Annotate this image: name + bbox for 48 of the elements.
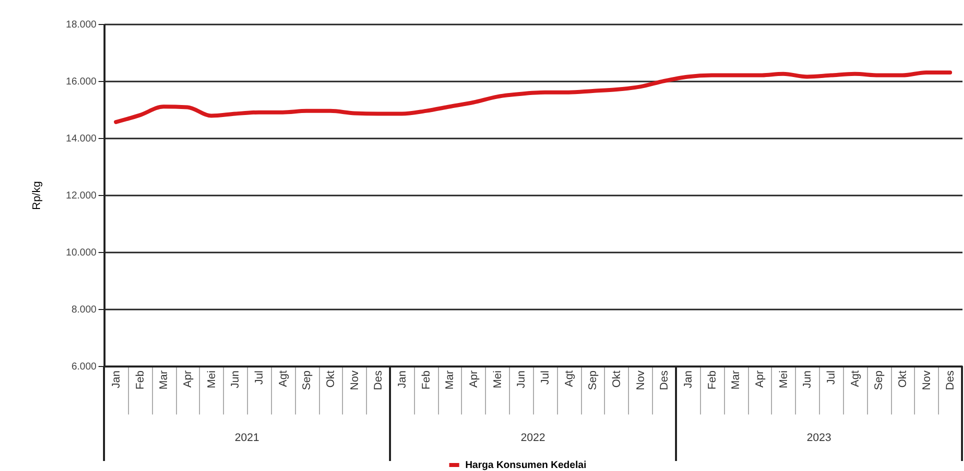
- x-tick-label: Okt: [324, 370, 337, 388]
- x-tick-label: Apr: [754, 370, 766, 388]
- x-tick-label: Sep: [301, 370, 314, 390]
- x-tick-label: Jan: [396, 370, 408, 388]
- x-tick-label: Okt: [610, 370, 623, 388]
- y-tick-label: 12.000: [66, 190, 97, 202]
- y-tick-label: 8.000: [71, 304, 97, 316]
- legend-label: Harga Konsumen Kedelai: [465, 460, 587, 471]
- x-tick-label: Mar: [730, 370, 742, 390]
- x-tick-label: Apr: [468, 370, 480, 388]
- x-tick-label: Jul: [253, 370, 266, 385]
- text: 2023: [806, 432, 832, 444]
- x-tick-label: Feb: [706, 370, 718, 390]
- y-tick-label: 14.000: [66, 134, 97, 144]
- x-tick-label: Jun: [230, 370, 242, 388]
- x-tick-label: Sep: [873, 370, 886, 390]
- x-tick-label: Jun: [516, 370, 528, 388]
- y-tick-label: 16.000: [66, 76, 97, 88]
- x-tick-label: Mei: [492, 370, 504, 388]
- x-tick-label: Jan: [110, 370, 122, 388]
- x-tick-label: Agt: [563, 370, 576, 388]
- x-tick-label: Jun: [802, 370, 814, 388]
- x-tick-label: Feb: [420, 370, 432, 390]
- text: 2022: [520, 432, 546, 444]
- y-tick-label: 10.000: [66, 248, 97, 258]
- x-tick-label: Des: [944, 370, 957, 390]
- x-tick-label: Agt: [277, 370, 290, 388]
- x-tick-label: Sep: [587, 370, 600, 390]
- x-tick-label: Apr: [182, 370, 194, 388]
- x-tick-label: Des: [372, 370, 385, 390]
- x-tick-label: Jan: [682, 370, 694, 388]
- text: 2021: [234, 432, 260, 444]
- x-tick-label: Nov: [920, 370, 933, 390]
- x-tick-label: Nov: [348, 370, 361, 390]
- y-tick-label: 18.000: [66, 20, 97, 30]
- x-tick-label: Jul: [539, 370, 552, 385]
- x-tick-label: Mar: [158, 370, 170, 390]
- x-tick-label: Okt: [896, 370, 909, 388]
- x-tick-label: Mar: [444, 370, 456, 390]
- x-tick-label: Nov: [634, 370, 647, 390]
- y-axis-title: Rp/kg: [30, 181, 43, 210]
- x-tick-label: Jul: [825, 370, 838, 385]
- x-tick-label: Mei: [206, 370, 218, 388]
- x-tick-label: Feb: [134, 370, 146, 390]
- x-tick-label: Des: [658, 370, 671, 390]
- x-tick-label: Mei: [778, 370, 790, 388]
- y-tick-label: 6.000: [71, 362, 97, 372]
- x-tick-label: Agt: [849, 370, 862, 388]
